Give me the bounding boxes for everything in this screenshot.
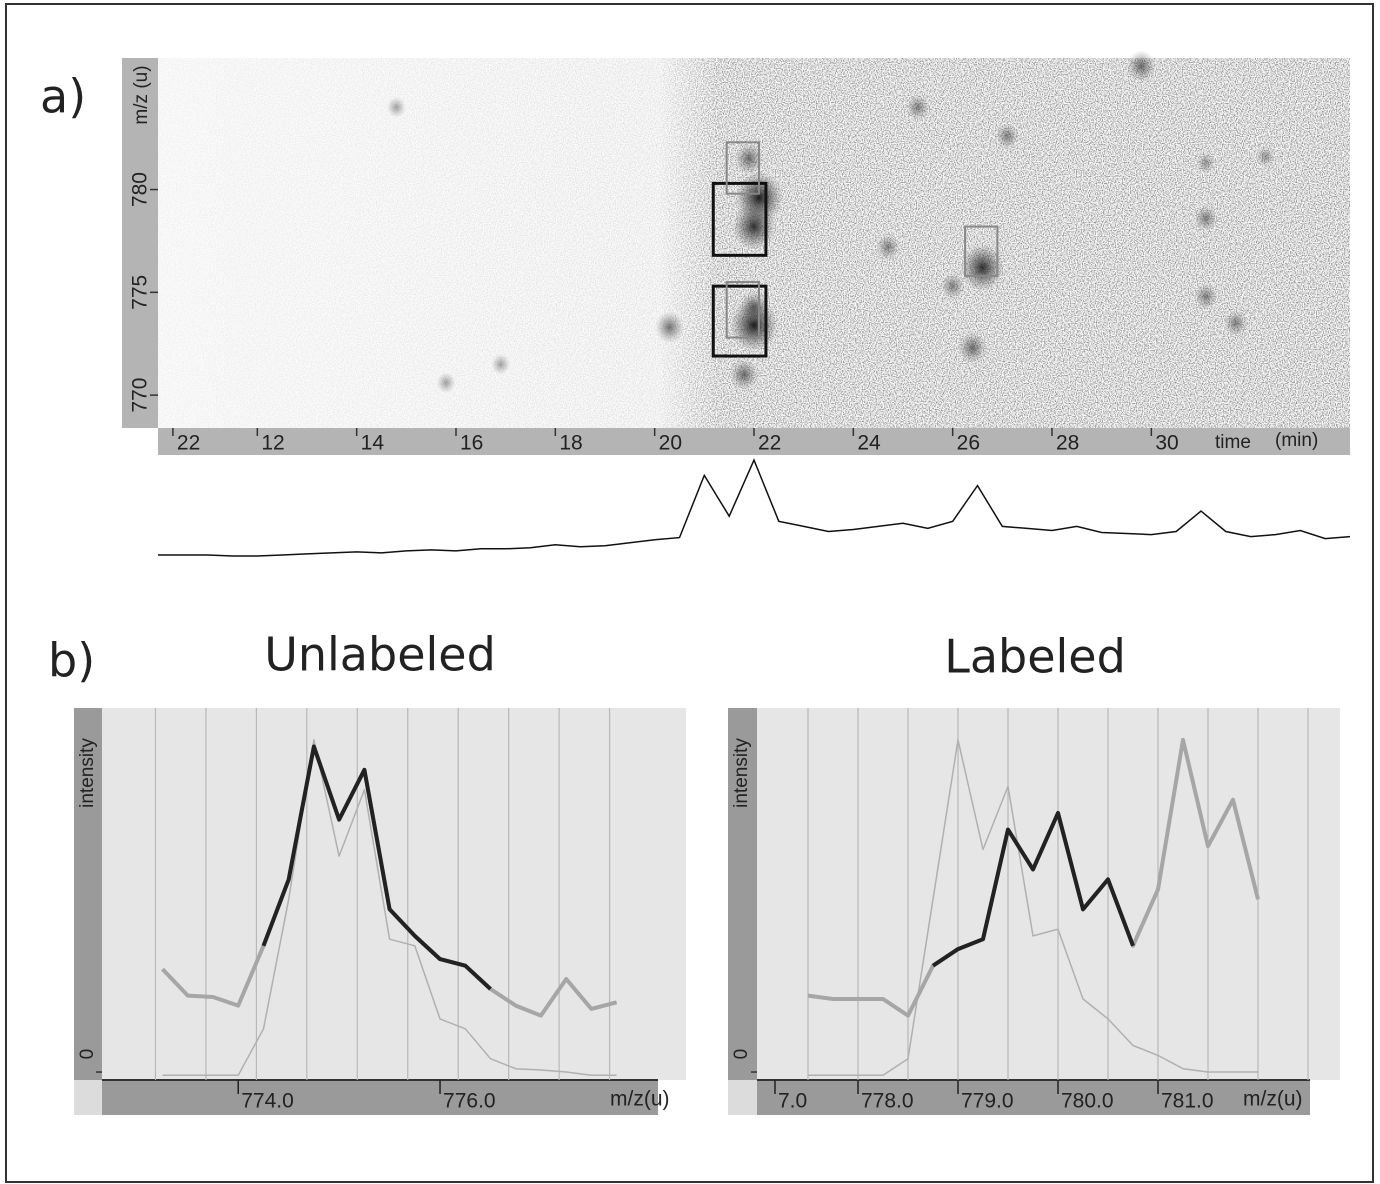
selection-box [725,281,760,339]
spot [739,290,769,323]
x-axis-bar [757,1080,1310,1115]
spot [1193,283,1218,310]
panel-label: b) [48,634,95,688]
y-tick-label: 770 [129,378,152,413]
plot-background [757,708,1340,1080]
spot [1255,146,1276,168]
spot [729,358,759,391]
x-axis-corner [728,1080,757,1115]
x-tick-label: 778.0 [861,1090,914,1113]
y-tick-label: 0 [731,1049,752,1060]
series-line [808,739,1258,1077]
spot [386,96,406,118]
spot [995,122,1020,150]
panel-label: a) [40,70,86,124]
spot [876,233,901,261]
y-tick-label: 0 [77,1049,98,1060]
chart-layer: a) m/z (u) time (min) 770 775 780 22 12 14 16 18 20 2… [40,50,1351,1115]
x-tick-label: 7.0 [778,1090,807,1113]
x-tick-label: 780.0 [1061,1090,1114,1113]
x-axis-label: m/z(u) [1243,1088,1303,1111]
x-axis-unit: (min) [1275,430,1318,451]
series-line [162,739,617,1077]
x-tick-label: 12 [261,432,284,455]
x-tick-label: 779.0 [961,1090,1014,1113]
x-tick-label: 22 [177,432,200,455]
y-axis-bar [728,708,757,1080]
selection-box [725,141,760,195]
spot [436,372,456,394]
chart-title: Labeled [944,630,1126,684]
spot [1193,205,1218,232]
chromatogram-line [158,458,1351,557]
spot [732,202,776,251]
x-tick-label: 774.0 [241,1090,294,1113]
series-line [261,744,492,991]
x-tick-label: 22 [758,432,781,455]
spot [491,353,511,375]
chart-title: Unlabeled [264,628,496,682]
spot [655,311,684,344]
x-tick-label: 18 [559,432,582,455]
y-tick-label: 775 [129,275,152,310]
x-axis-label: time [1215,432,1251,453]
x-axis-bar [102,1080,658,1115]
figure-border [5,3,1374,1183]
spot [734,142,764,175]
selection-box [964,225,999,277]
spot [905,94,930,121]
x-tick-label: 30 [1155,432,1178,455]
plot-background [102,708,686,1080]
y-axis-label: intensity [731,738,752,808]
selection-box [711,284,768,358]
spot [960,243,1005,292]
spot [1196,152,1216,174]
spot [940,272,965,300]
spot [1223,309,1248,337]
x-tick-label: 20 [659,432,682,455]
x-tick-label: 14 [361,432,385,455]
x-tick-label: 24 [857,432,881,455]
series-line [931,811,1135,968]
x-tick-label: 16 [460,432,483,455]
y-axis-label: m/z (u) [131,65,152,124]
spot [958,331,987,364]
selection-box [711,181,768,257]
x-tick-label: 781.0 [1161,1090,1214,1113]
x-tick-label: 26 [957,432,980,455]
spot [1127,50,1156,83]
y-axis-bar [122,58,158,428]
x-tick-label: 28 [1056,432,1079,455]
y-axis-bar [74,708,102,1080]
x-axis-corner [74,1080,102,1115]
y-tick-label: 780 [129,172,152,207]
x-axis-label: m/z(u) [610,1088,670,1111]
y-axis-label: intensity [77,738,98,808]
x-tick-label: 776.0 [443,1090,496,1113]
